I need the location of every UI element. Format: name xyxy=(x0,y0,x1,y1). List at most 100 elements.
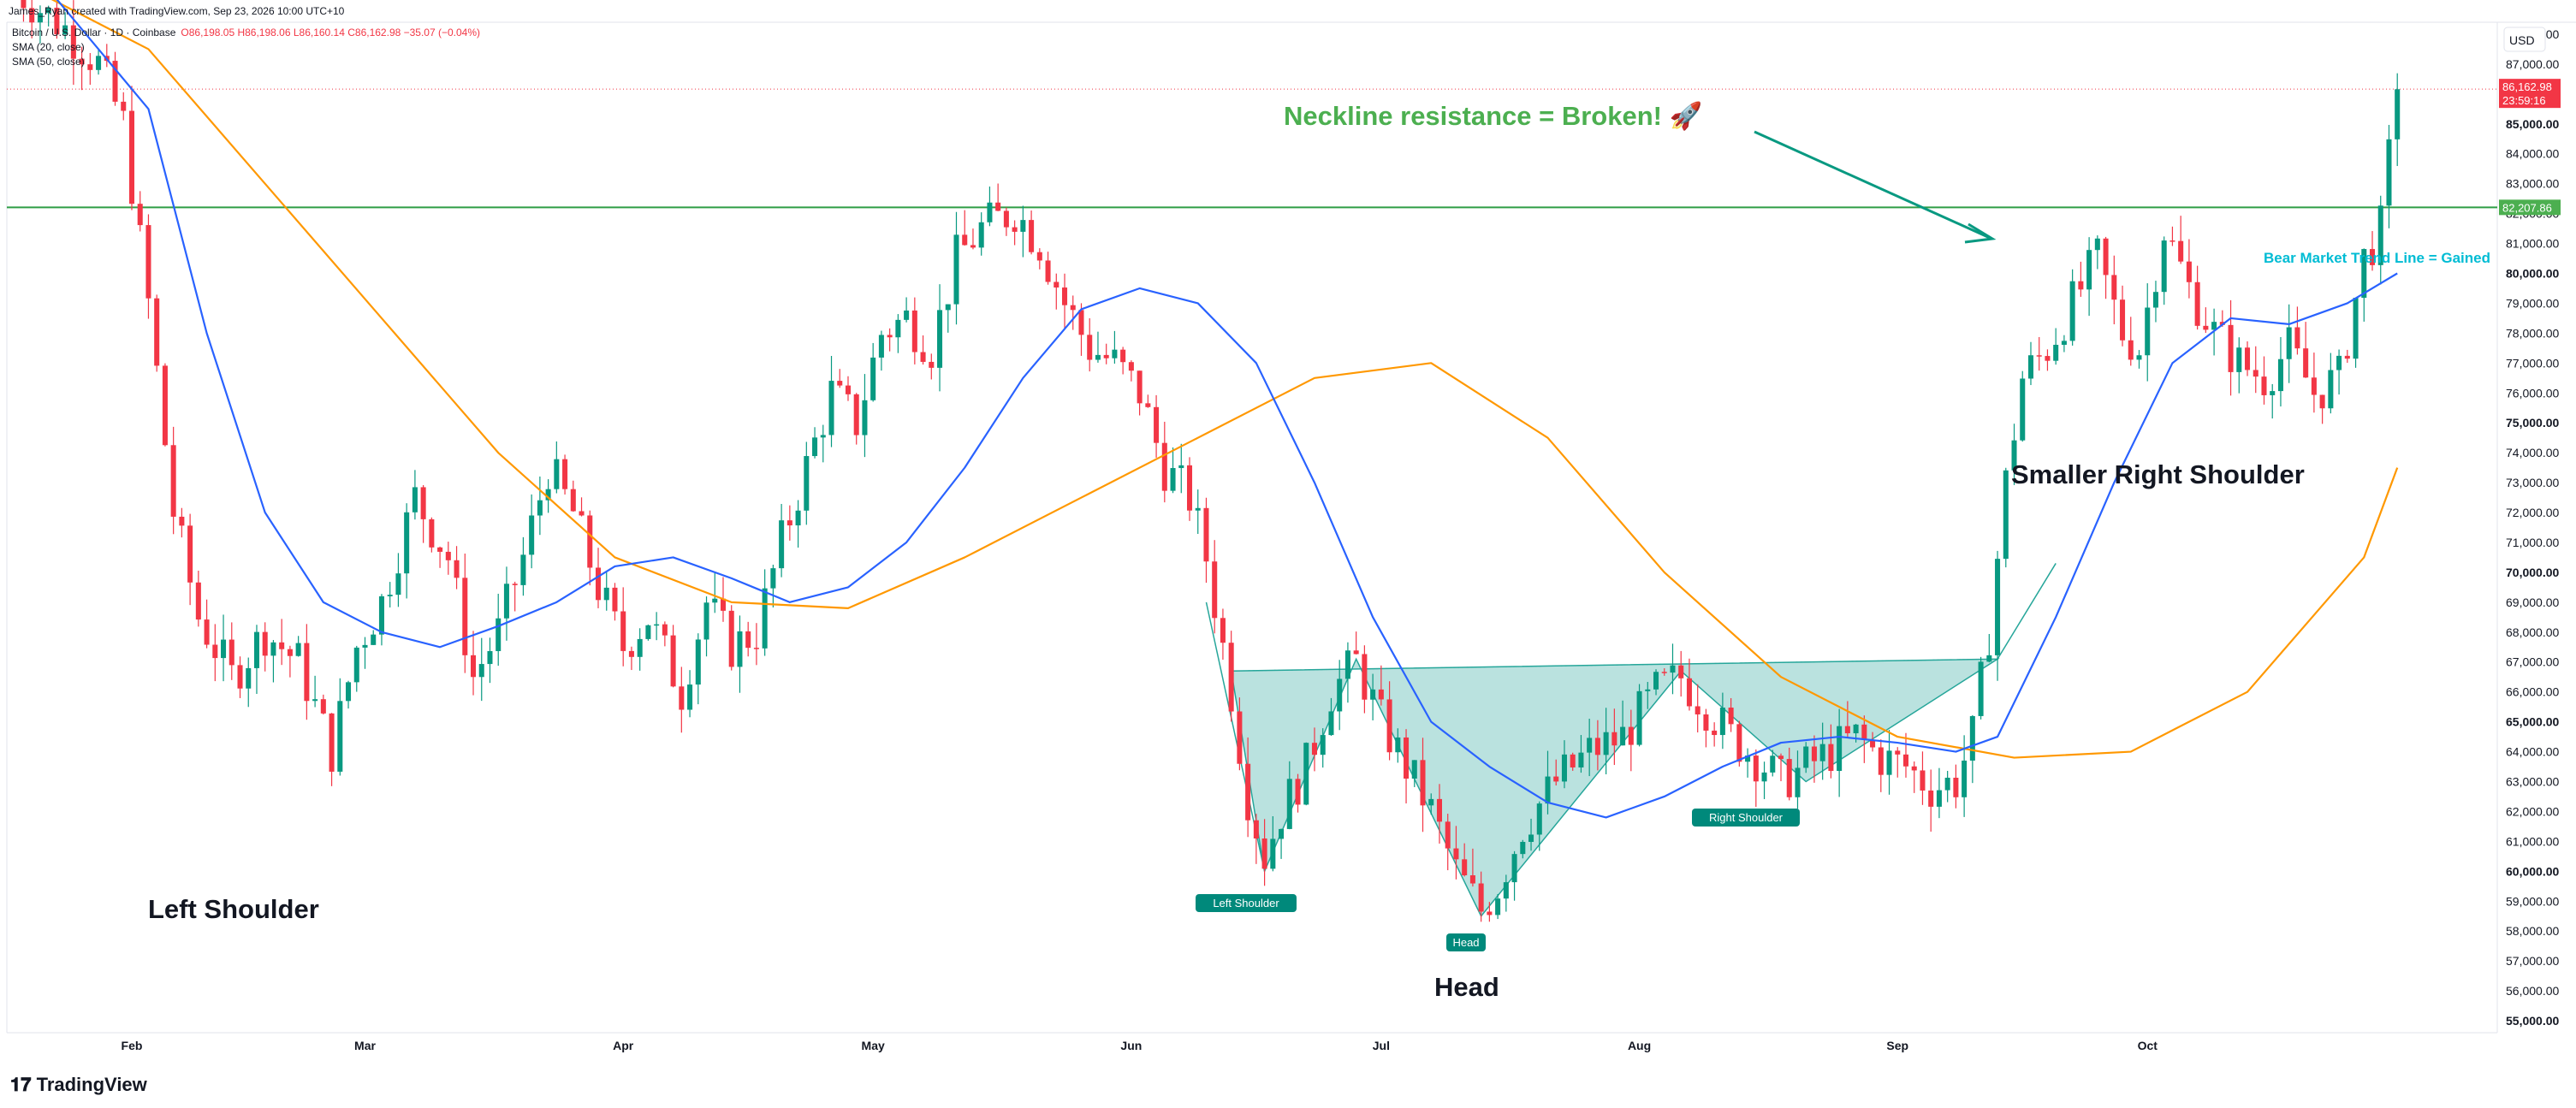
candle-body[interactable] xyxy=(545,489,551,501)
candle-body[interactable] xyxy=(1520,841,1526,855)
candle-body[interactable] xyxy=(1895,750,1901,755)
candle-body[interactable] xyxy=(1120,349,1126,363)
candle-body[interactable] xyxy=(2270,391,2276,395)
candle-body[interactable] xyxy=(1170,468,1176,491)
candle-body[interactable] xyxy=(420,487,426,519)
candle-body[interactable] xyxy=(1279,828,1285,839)
candle-body[interactable] xyxy=(712,598,718,603)
right-shoulder-tag-box[interactable] xyxy=(1692,809,1800,827)
candle-body[interactable] xyxy=(279,642,285,649)
candle-body[interactable] xyxy=(79,58,85,65)
candle-body[interactable] xyxy=(1670,665,1676,673)
candle-body[interactable] xyxy=(2311,377,2317,395)
candle-body[interactable] xyxy=(1778,755,1784,760)
candle-body[interactable] xyxy=(1561,754,1567,782)
candle-body[interactable] xyxy=(1337,678,1343,712)
candle-body[interactable] xyxy=(187,525,193,583)
candle-body[interactable] xyxy=(54,8,60,35)
candle-body[interactable] xyxy=(1054,281,1059,288)
candle-body[interactable] xyxy=(404,512,410,574)
candle-body[interactable] xyxy=(179,516,185,526)
candle-body[interactable] xyxy=(537,500,543,516)
candle-body[interactable] xyxy=(1428,798,1434,806)
candle-body[interactable] xyxy=(562,459,568,489)
candle-body[interactable] xyxy=(445,551,451,560)
candle-body[interactable] xyxy=(1978,661,1984,716)
candle-body[interactable] xyxy=(904,310,910,320)
candle-body[interactable] xyxy=(1844,726,1850,734)
candle-body[interactable] xyxy=(1545,776,1551,804)
candle-body[interactable] xyxy=(2020,378,2026,441)
candle-body[interactable] xyxy=(1719,708,1725,736)
candle-body[interactable] xyxy=(1570,754,1576,767)
candle-body[interactable] xyxy=(654,624,660,626)
candle-body[interactable] xyxy=(1886,750,1892,775)
candle-body[interactable] xyxy=(786,520,792,526)
candle-body[interactable] xyxy=(96,56,102,70)
candle-body[interactable] xyxy=(87,64,93,70)
candle-body[interactable] xyxy=(828,381,834,435)
candle-body[interactable] xyxy=(378,595,384,635)
candle-body[interactable] xyxy=(620,611,626,651)
candle-body[interactable] xyxy=(1370,689,1376,700)
candle-body[interactable] xyxy=(887,335,893,338)
candle-body[interactable] xyxy=(1161,442,1167,491)
candle-body[interactable] xyxy=(1036,252,1042,261)
candle-body[interactable] xyxy=(1878,747,1884,775)
candle-body[interactable] xyxy=(362,644,368,648)
candle-body[interactable] xyxy=(2120,299,2126,341)
candle-body[interactable] xyxy=(812,437,818,457)
candle-body[interactable] xyxy=(703,602,709,640)
candle-body[interactable] xyxy=(1245,763,1251,821)
candle-body[interactable] xyxy=(162,365,168,446)
candle-body[interactable] xyxy=(37,13,43,23)
candle-body[interactable] xyxy=(237,665,243,689)
candle-body[interactable] xyxy=(2219,322,2225,325)
candle-body[interactable] xyxy=(1478,883,1484,912)
candle-body[interactable] xyxy=(128,110,135,204)
candle-body[interactable] xyxy=(1154,406,1160,443)
candle-body[interactable] xyxy=(612,587,618,612)
candle-body[interactable] xyxy=(221,639,227,659)
candle-body[interactable] xyxy=(770,568,776,589)
candle-body[interactable] xyxy=(1761,772,1767,782)
candle-body[interactable] xyxy=(1062,287,1068,305)
candle-body[interactable] xyxy=(1378,689,1384,700)
currency-box[interactable] xyxy=(2503,27,2546,52)
candle-body[interactable] xyxy=(1228,643,1234,712)
candle-body[interactable] xyxy=(1295,779,1301,805)
candle-body[interactable] xyxy=(112,61,118,102)
candle-body[interactable] xyxy=(728,610,734,667)
candle-body[interactable] xyxy=(320,699,326,714)
candle-body[interactable] xyxy=(1045,260,1051,282)
candle-body[interactable] xyxy=(1020,220,1026,232)
candle-body[interactable] xyxy=(1986,655,1992,662)
candle-body[interactable] xyxy=(287,649,293,656)
candle-body[interactable] xyxy=(2245,347,2251,370)
candle-body[interactable] xyxy=(62,25,68,35)
candle-body[interactable] xyxy=(1103,354,1109,358)
candle-body[interactable] xyxy=(1511,854,1517,883)
candle-body[interactable] xyxy=(1220,618,1226,643)
candle-body[interactable] xyxy=(2319,394,2325,409)
candle-body[interactable] xyxy=(1469,875,1475,884)
candle-body[interactable] xyxy=(587,515,593,568)
candle-body[interactable] xyxy=(603,587,609,601)
candle-body[interactable] xyxy=(2027,355,2034,379)
candle-body[interactable] xyxy=(503,584,509,619)
candle-body[interactable] xyxy=(1503,882,1509,899)
candle-body[interactable] xyxy=(1137,370,1143,404)
candle-body[interactable] xyxy=(1145,403,1151,407)
candle-body[interactable] xyxy=(2086,250,2092,290)
candle-body[interactable] xyxy=(895,319,901,338)
candle-body[interactable] xyxy=(1686,678,1692,707)
candle-body[interactable] xyxy=(1012,227,1018,232)
candle-body[interactable] xyxy=(1420,760,1426,806)
candle-body[interactable] xyxy=(2286,327,2292,359)
candle-body[interactable] xyxy=(1653,672,1659,690)
candle-body[interactable] xyxy=(637,638,643,657)
candle-body[interactable] xyxy=(720,598,727,611)
candle-body[interactable] xyxy=(970,245,976,248)
candle-body[interactable] xyxy=(1195,507,1201,511)
candle-body[interactable] xyxy=(253,631,259,668)
